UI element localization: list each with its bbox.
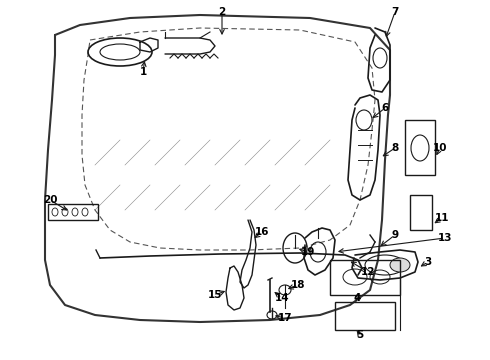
Text: 14: 14 — [275, 293, 289, 303]
Text: 6: 6 — [381, 103, 389, 113]
Text: 8: 8 — [392, 143, 399, 153]
Ellipse shape — [390, 258, 410, 272]
Bar — [410, 195, 432, 230]
Text: 5: 5 — [356, 330, 364, 340]
Text: 3: 3 — [424, 257, 432, 267]
Text: 19: 19 — [301, 247, 315, 257]
Text: 16: 16 — [255, 227, 269, 237]
Text: 13: 13 — [438, 233, 452, 243]
Text: 15: 15 — [208, 290, 222, 300]
Text: 20: 20 — [43, 195, 57, 205]
Bar — [405, 120, 435, 175]
Text: 11: 11 — [435, 213, 449, 223]
Text: 12: 12 — [361, 267, 375, 277]
Bar — [48, 204, 98, 220]
Text: 7: 7 — [392, 7, 399, 17]
Text: 9: 9 — [392, 230, 398, 240]
Text: 4: 4 — [353, 293, 361, 303]
Bar — [330, 260, 400, 295]
Text: 1: 1 — [139, 67, 147, 77]
Text: 17: 17 — [278, 313, 293, 323]
Text: 18: 18 — [291, 280, 305, 290]
Text: 2: 2 — [219, 7, 225, 17]
Text: 10: 10 — [433, 143, 447, 153]
Bar — [335, 302, 395, 330]
